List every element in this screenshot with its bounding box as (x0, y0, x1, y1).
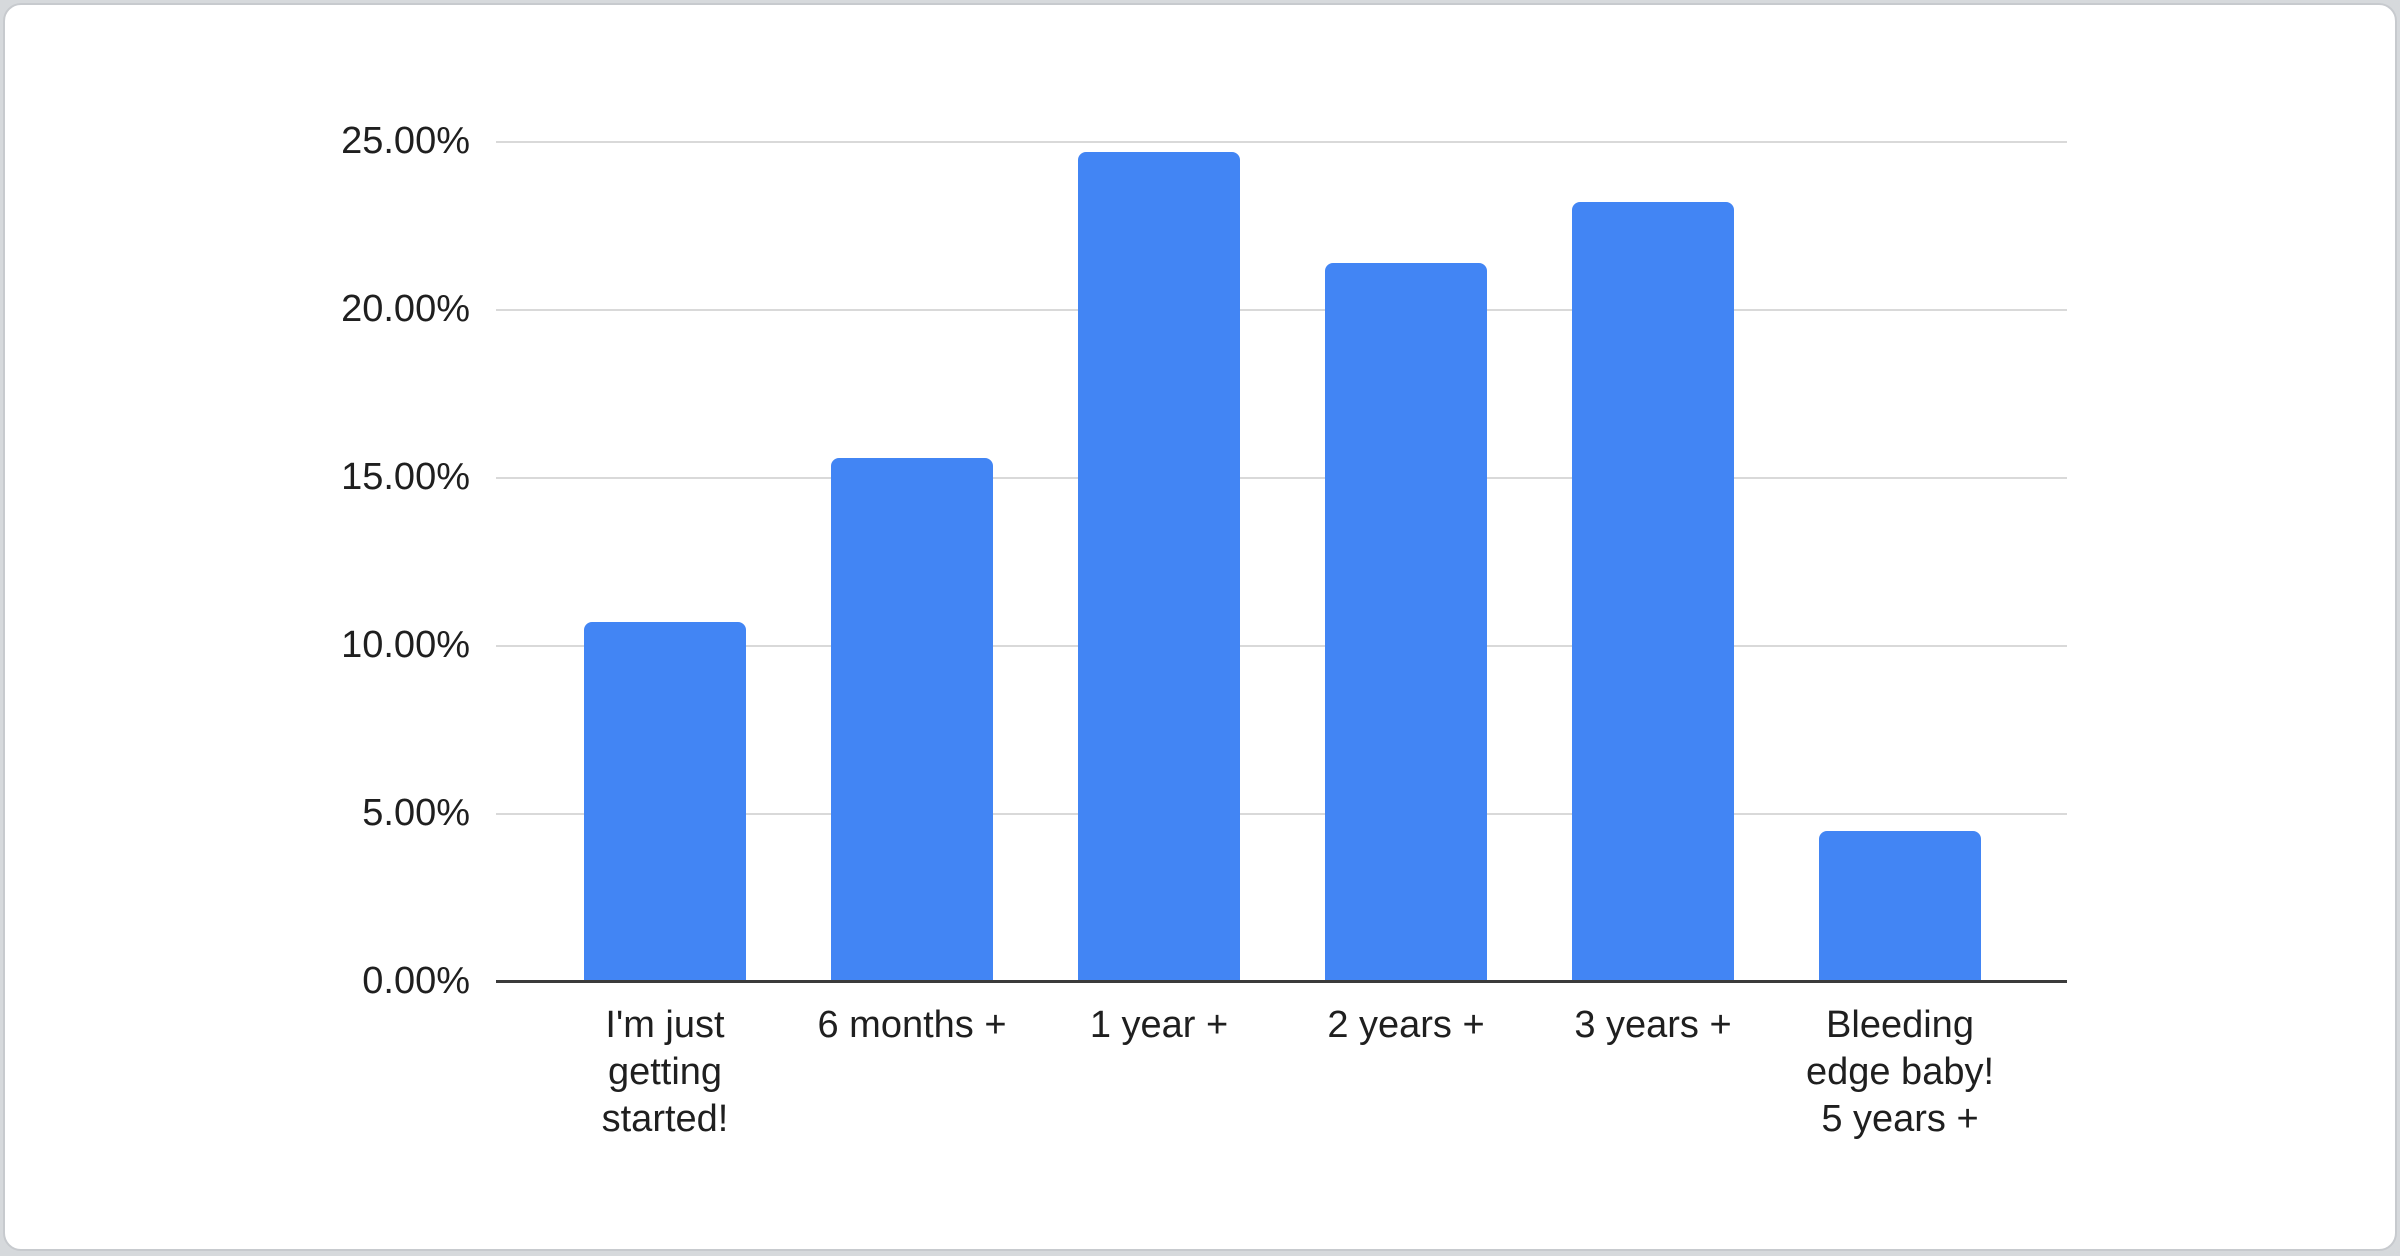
y-tick-label: 0.00% (362, 960, 470, 1002)
x-category-label: 1 year + (1089, 1004, 1229, 1046)
x-axis-line (496, 980, 2067, 983)
bar[interactable] (831, 457, 993, 982)
chart-card: 0.00% 5.00% 10.00% 15.00% 20.00% 25.00% I'm j… (3, 3, 2397, 1251)
gridline (496, 813, 2067, 815)
x-category-label: 3 years + (1574, 1004, 1732, 1046)
bar[interactable] (584, 622, 746, 982)
y-tick-label: 10.00% (341, 624, 470, 666)
x-category-label: 2 years + (1327, 1004, 1485, 1046)
x-category-label: Bleeding edge baby! 5 years + (1805, 1004, 1995, 1140)
bar[interactable] (1819, 830, 1981, 982)
x-category-label: I'm just getting started! (601, 1004, 729, 1140)
bar[interactable] (1078, 152, 1240, 982)
y-tick-label: 15.00% (341, 456, 470, 498)
bar[interactable] (1325, 262, 1487, 982)
gridline (496, 141, 2067, 143)
gridline (496, 645, 2067, 647)
bar[interactable] (1572, 202, 1734, 982)
gridline (496, 309, 2067, 311)
y-tick-label: 5.00% (362, 792, 470, 834)
plot-area (496, 141, 2067, 982)
y-tick-label: 25.00% (341, 120, 470, 162)
x-category-label: 6 months + (817, 1004, 1007, 1046)
gridline (496, 477, 2067, 479)
y-tick-label: 20.00% (341, 288, 470, 330)
